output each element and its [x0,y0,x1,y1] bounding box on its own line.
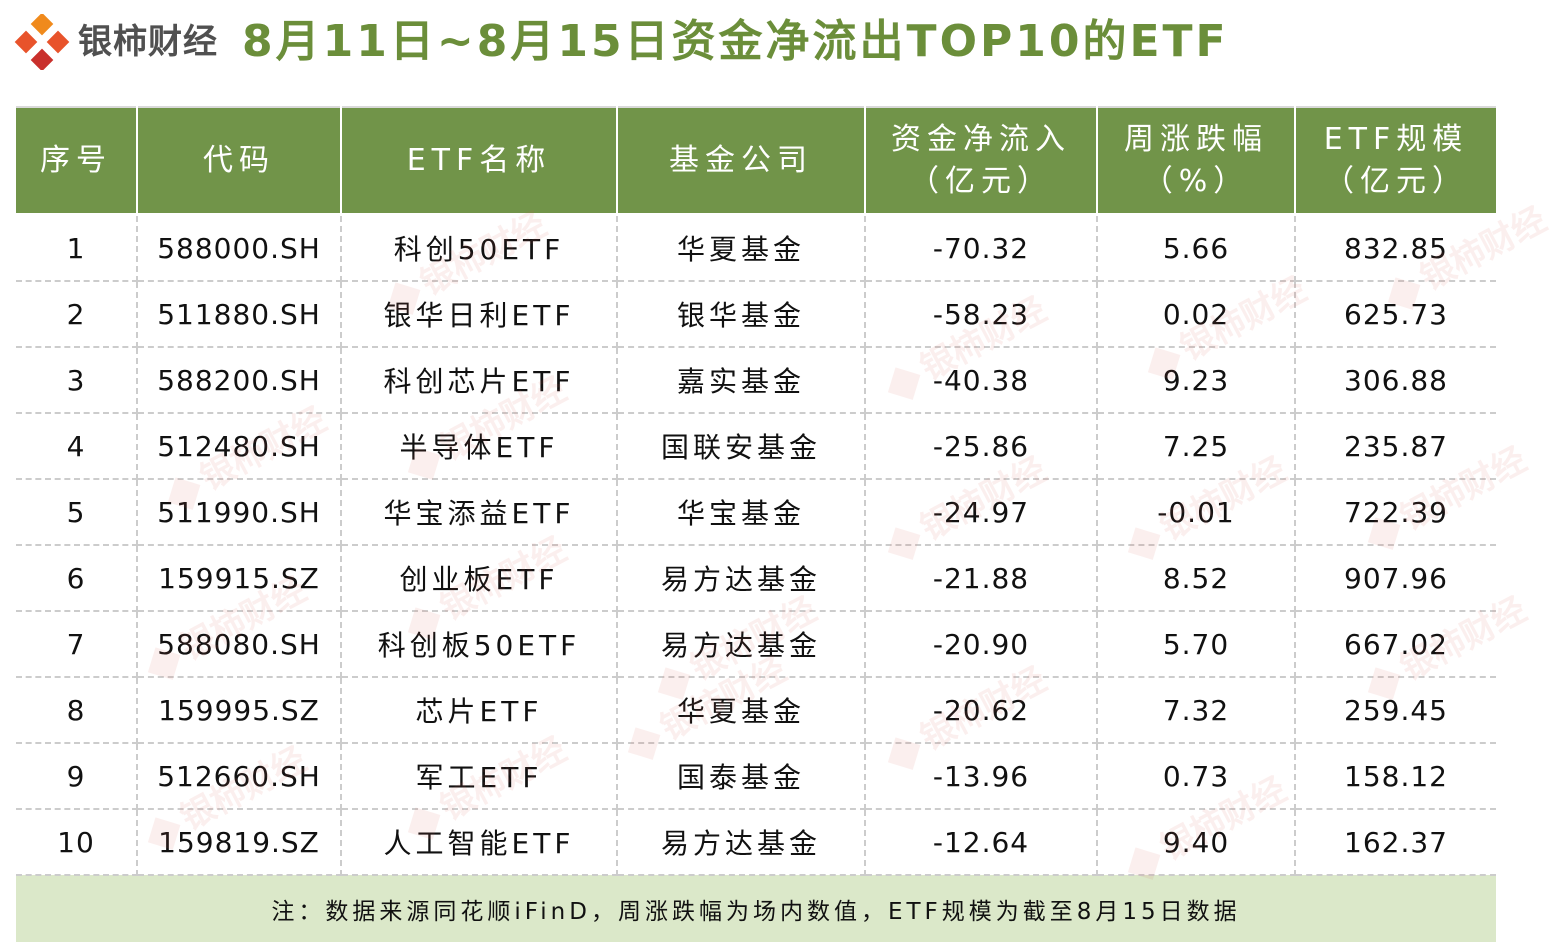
etf-size-cell: 667.02 [1295,611,1496,678]
page-header: 银柿财经 8月11日~8月15日资金净流出TOP10的ETF [0,0,1567,100]
code-cell: 511990.SH [137,479,342,546]
fund-company-cell: 华夏基金 [617,214,866,282]
net-inflow-cell: -20.90 [865,611,1098,678]
etf-name-cell: 人工智能ETF [341,809,618,876]
fund-company-cell: 国联安基金 [617,413,866,480]
etf-size-cell: 158.12 [1295,743,1496,810]
table-body: 1 588000.SH 科创50ETF 华夏基金 -70.32 5.66 832.85 2 51… [16,214,1496,876]
etf-size-cell: 306.88 [1295,347,1496,414]
weekly-change-cell: 5.70 [1097,611,1296,678]
etf-outflow-table: 序号 代码 ETF名称 基金公司 资金净流入 （亿元） 周涨跌幅 （%） ETF规模… [16,106,1496,942]
etf-size-cell: 625.73 [1295,281,1496,348]
weekly-change-cell: 7.25 [1097,413,1296,480]
header-cell: 代码 [137,106,342,216]
header-cell: ETF名称 [341,106,618,216]
rank-cell: 7 [16,611,138,678]
net-inflow-cell: -58.23 [865,281,1098,348]
etf-name-cell: 科创板50ETF [341,611,618,678]
header-cell: 序号 [16,106,138,216]
header-cell: 资金净流入 （亿元） [865,106,1098,216]
code-cell: 511880.SH [137,281,342,348]
table-row: 5 511990.SH 华宝添益ETF 华宝基金 -24.97 -0.01 722.39 [16,479,1496,546]
weekly-change-cell: 0.02 [1097,281,1296,348]
rank-cell: 2 [16,281,138,348]
footnote-row: 注：数据来源同花顺iFinD，周涨跌幅为场内数值，ETF规模为截至8月15日数据 [16,875,1496,942]
etf-name-cell: 芯片ETF [341,677,618,744]
weekly-change-cell: 9.40 [1097,809,1296,876]
weekly-change-cell: 7.32 [1097,677,1296,744]
code-cell: 588080.SH [137,611,342,678]
weekly-change-cell: 0.73 [1097,743,1296,810]
etf-table-container: 序号 代码 ETF名称 基金公司 资金净流入 （亿元） 周涨跌幅 （%） ETF规模… [16,106,1496,942]
etf-size-cell: 907.96 [1295,545,1496,612]
table-row: 6 159915.SZ 创业板ETF 易方达基金 -21.88 8.52 907.96 [16,545,1496,612]
table-header-row: 序号 代码 ETF名称 基金公司 资金净流入 （亿元） 周涨跌幅 （%） ETF规模… [16,106,1496,216]
net-inflow-cell: -13.96 [865,743,1098,810]
table-row: 1 588000.SH 科创50ETF 华夏基金 -70.32 5.66 832.85 [16,214,1496,282]
etf-name-cell: 科创芯片ETF [341,347,618,414]
code-cell: 512660.SH [137,743,342,810]
yinshi-logo-icon [14,14,70,70]
etf-size-cell: 832.85 [1295,214,1496,282]
header-cell: 基金公司 [617,106,866,216]
fund-company-cell: 嘉实基金 [617,347,866,414]
table-row: 2 511880.SH 银华日利ETF 银华基金 -58.23 0.02 625.73 [16,281,1496,348]
rank-cell: 5 [16,479,138,546]
fund-company-cell: 华宝基金 [617,479,866,546]
net-inflow-cell: -21.88 [865,545,1098,612]
footnote: 注：数据来源同花顺iFinD，周涨跌幅为场内数值，ETF规模为截至8月15日数据 [16,875,1496,942]
table-row: 7 588080.SH 科创板50ETF 易方达基金 -20.90 5.70 667.02 [16,611,1496,678]
code-cell: 588000.SH [137,214,342,282]
code-cell: 512480.SH [137,413,342,480]
net-inflow-cell: -12.64 [865,809,1098,876]
net-inflow-cell: -24.97 [865,479,1098,546]
table-row: 3 588200.SH 科创芯片ETF 嘉实基金 -40.38 9.23 306.88 [16,347,1496,414]
weekly-change-cell: -0.01 [1097,479,1296,546]
header-cell: 周涨跌幅 （%） [1097,106,1296,216]
fund-company-cell: 易方达基金 [617,611,866,678]
etf-size-cell: 722.39 [1295,479,1496,546]
net-inflow-cell: -70.32 [865,214,1098,282]
table-row: 4 512480.SH 半导体ETF 国联安基金 -25.86 7.25 235.87 [16,413,1496,480]
net-inflow-cell: -40.38 [865,347,1098,414]
weekly-change-cell: 5.66 [1097,214,1296,282]
code-cell: 588200.SH [137,347,342,414]
etf-size-cell: 235.87 [1295,413,1496,480]
table-row: 9 512660.SH 军工ETF 国泰基金 -13.96 0.73 158.12 [16,743,1496,810]
code-cell: 159819.SZ [137,809,342,876]
code-cell: 159995.SZ [137,677,342,744]
fund-company-cell: 银华基金 [617,281,866,348]
rank-cell: 10 [16,809,138,876]
etf-name-cell: 华宝添益ETF [341,479,618,546]
etf-name-cell: 创业板ETF [341,545,618,612]
etf-name-cell: 半导体ETF [341,413,618,480]
etf-name-cell: 银华日利ETF [341,281,618,348]
weekly-change-cell: 9.23 [1097,347,1296,414]
weekly-change-cell: 8.52 [1097,545,1296,612]
table-row: 10 159819.SZ 人工智能ETF 易方达基金 -12.64 9.40 162.37 [16,809,1496,876]
rank-cell: 8 [16,677,138,744]
net-inflow-cell: -20.62 [865,677,1098,744]
fund-company-cell: 易方达基金 [617,809,866,876]
rank-cell: 4 [16,413,138,480]
fund-company-cell: 国泰基金 [617,743,866,810]
etf-name-cell: 科创50ETF [341,214,618,282]
rank-cell: 6 [16,545,138,612]
net-inflow-cell: -25.86 [865,413,1098,480]
header-cell: ETF规模 （亿元） [1295,106,1496,216]
fund-company-cell: 易方达基金 [617,545,866,612]
brand-name: 银柿财经 [78,22,218,62]
rank-cell: 1 [16,214,138,282]
fund-company-cell: 华夏基金 [617,677,866,744]
rank-cell: 3 [16,347,138,414]
rank-cell: 9 [16,743,138,810]
etf-size-cell: 259.45 [1295,677,1496,744]
code-cell: 159915.SZ [137,545,342,612]
table-row: 8 159995.SZ 芯片ETF 华夏基金 -20.62 7.32 259.45 [16,677,1496,744]
etf-size-cell: 162.37 [1295,809,1496,876]
page-title: 8月11日~8月15日资金净流出TOP10的ETF [242,16,1229,67]
etf-name-cell: 军工ETF [341,743,618,810]
